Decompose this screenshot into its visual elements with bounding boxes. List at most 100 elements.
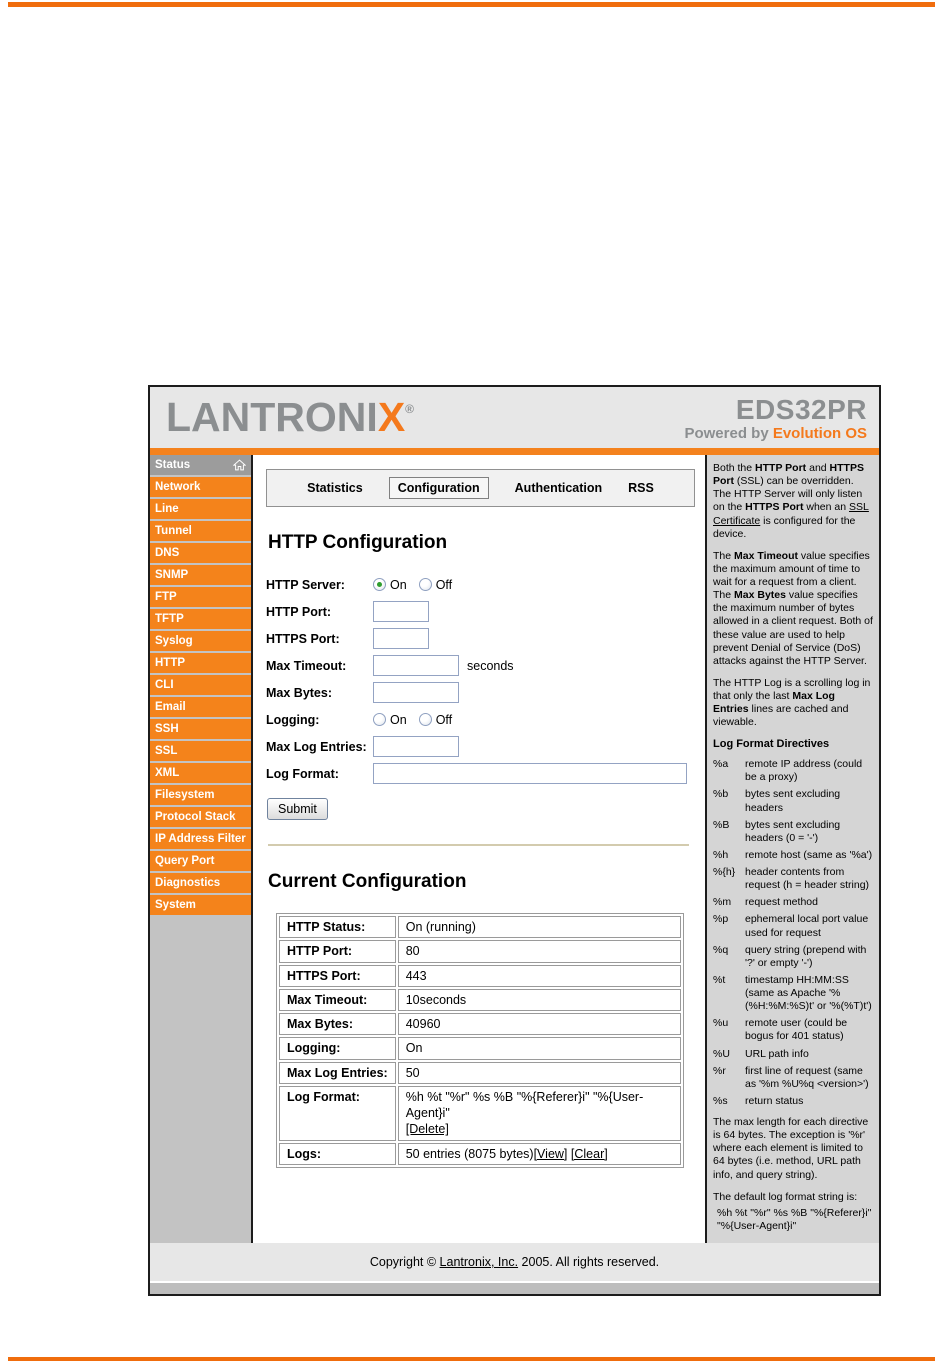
directive-row: %a remote IP address (could be a proxy) [713,758,863,784]
log-format-value: %h %t "%r" %s %B "%{Referer}i" "%{User-A… [405,1089,644,1120]
sidebar-item-ftp[interactable]: FTP [150,587,251,607]
sidebar-item-tftp[interactable]: TFTP [150,609,251,629]
table-row: Max Log Entries: 50 [279,1061,681,1084]
tab-configuration[interactable]: Configuration [388,477,489,499]
row-label: Logging: [279,1037,396,1060]
directive-row: %b bytes sent excluding headers [713,788,841,814]
form-row-http-server: HTTP Server: On Off [266,574,695,595]
row-value: 443 [397,964,681,987]
directive-row: %{h} header contents from request (h = he… [713,866,870,892]
view-link[interactable]: [View] [533,1146,568,1161]
https-port-input[interactable] [373,628,429,649]
home-icon [233,459,246,471]
radio-dot-icon [373,578,386,591]
sidebar-item-cli[interactable]: CLI [150,675,251,695]
sidebar-item-email[interactable]: Email [150,697,251,717]
sidebar-item-filesystem[interactable]: Filesystem [150,785,251,805]
radio-dot-icon [418,713,432,726]
radio-http-server-off[interactable]: Off [418,578,452,592]
sidebar-item-system[interactable]: System [150,895,251,915]
header-orange-rule [150,448,879,455]
sidebar-item-protocol-stack[interactable]: Protocol Stack [150,807,251,827]
help-panel: Both the HTTP Port and HTTPS Port (SSL) … [705,455,879,1243]
directive-row: %r first line of request (same as '%m %U%… [713,1064,869,1090]
row-value: On [397,1037,681,1060]
form-row-https-port: HTTPS Port: [266,628,695,649]
powered-by: Powered by Evolution OS [684,424,867,442]
form-row-http-port: HTTP Port: [266,601,695,622]
row-label: Max Bytes: [279,1013,396,1036]
ssl-certificate-link[interactable]: SSL Certificate [713,501,869,527]
sidebar-item-http[interactable]: HTTP [150,653,251,673]
radio-http-server-on[interactable]: On [373,578,407,592]
tab-authentication[interactable]: Authentication [514,481,603,495]
radio-label: On [390,712,407,727]
form-row-log-format: Log Format: [266,763,695,784]
help-paragraph: The Max Timeout value specifies the maxi… [713,549,873,667]
form-row-max-log-entries: Max Log Entries: [266,736,695,757]
https-port-label: HTTPS Port: [266,631,340,646]
page-top-orange-bar [8,2,935,7]
sidebar-item-network[interactable]: Network [150,477,251,497]
header-right: EDS32PR Powered by Evolution OS [684,393,867,441]
sidebar-item-ssh[interactable]: SSH [150,719,251,739]
sidebar-item-ssl[interactable]: SSL [150,741,251,761]
sidebar-item-xml[interactable]: XML [150,763,251,783]
row-label: HTTP Port: [279,940,396,963]
table-row: Log Format: %h %t "%r" %s %B "%{Referer}… [279,1085,681,1141]
radio-label: On [390,577,407,592]
sidebar-item-status[interactable]: Status [150,455,251,475]
table-row: HTTPS Port: 443 [279,964,681,987]
row-label: Logs: [279,1142,396,1165]
sidebar-item-query-port[interactable]: Query Port [150,851,251,871]
logo-text: LANTRONI [166,394,378,440]
radio-logging-off[interactable]: Off [418,713,452,727]
clear-link[interactable]: [Clear] [570,1146,608,1161]
delete-link[interactable]: [Delete] [405,1122,449,1137]
lantronix-logo: LANTRONIX® [166,397,414,438]
max-log-entries-input[interactable] [373,736,459,757]
tab-statistics[interactable]: Statistics [307,481,363,495]
table-row: Max Timeout: 10seconds [279,988,681,1011]
help-paragraph: The default log format string is: [713,1190,858,1203]
section-divider [268,844,689,846]
max-timeout-input[interactable] [373,655,459,676]
row-label: Log Format: [279,1085,396,1141]
current-configuration-table: HTTP Status: On (running) HTTP Port: 80 … [276,913,684,1168]
logs-value: 50 entries (8075 bytes) [405,1146,534,1161]
form-row-logging: Logging: On Off [266,709,695,730]
seconds-suffix: seconds [467,658,514,673]
row-label: Max Timeout: [279,988,396,1011]
log-format-input[interactable] [373,763,687,784]
row-value: 50 [397,1061,681,1084]
directive-row: %h remote host (same as '%a') [713,848,873,861]
radio-logging-on[interactable]: On [373,713,407,727]
submit-button[interactable]: Submit [267,798,328,820]
row-value: %h %t "%r" %s %B "%{Referer}i" "%{User-A… [397,1085,681,1141]
sidebar-item-diagnostics[interactable]: Diagnostics [150,873,251,893]
page-title: HTTP Configuration [268,532,448,553]
directive-row: %s return status [713,1094,804,1107]
http-port-input[interactable] [373,601,429,622]
max-bytes-input[interactable] [373,682,459,703]
powered-brand: Evolution OS [772,424,867,442]
row-value: 40960 [397,1013,681,1036]
footer-gray-bar [150,1283,879,1294]
sidebar-item-dns[interactable]: DNS [150,543,251,563]
table-row: Logs: 50 entries (8075 bytes)[View] [Cle… [279,1142,681,1165]
sidebar: Status Network Line Tunnel DNS SNMP FTP … [150,455,253,1243]
sidebar-item-tunnel[interactable]: Tunnel [150,521,251,541]
sidebar-item-snmp[interactable]: SNMP [150,565,251,585]
row-value: On (running) [397,916,681,939]
max-log-entries-label: Max Log Entries: [266,739,367,754]
max-bytes-label: Max Bytes: [266,685,332,700]
http-server-label: HTTP Server: [266,577,345,592]
directive-row: %q query string (prepend with '?' or empt… [713,943,867,969]
tab-rss[interactable]: RSS [628,481,654,495]
sidebar-item-ip-address-filter[interactable]: IP Address Filter [150,829,251,849]
sidebar-item-label: Status [155,459,191,471]
device-web-ui-frame: LANTRONIX® EDS32PR Powered by Evolution … [148,385,881,1296]
sidebar-item-syslog[interactable]: Syslog [150,631,251,651]
sidebar-item-line[interactable]: Line [150,499,251,519]
lantronix-link[interactable]: Lantronix, Inc. [439,1255,519,1269]
